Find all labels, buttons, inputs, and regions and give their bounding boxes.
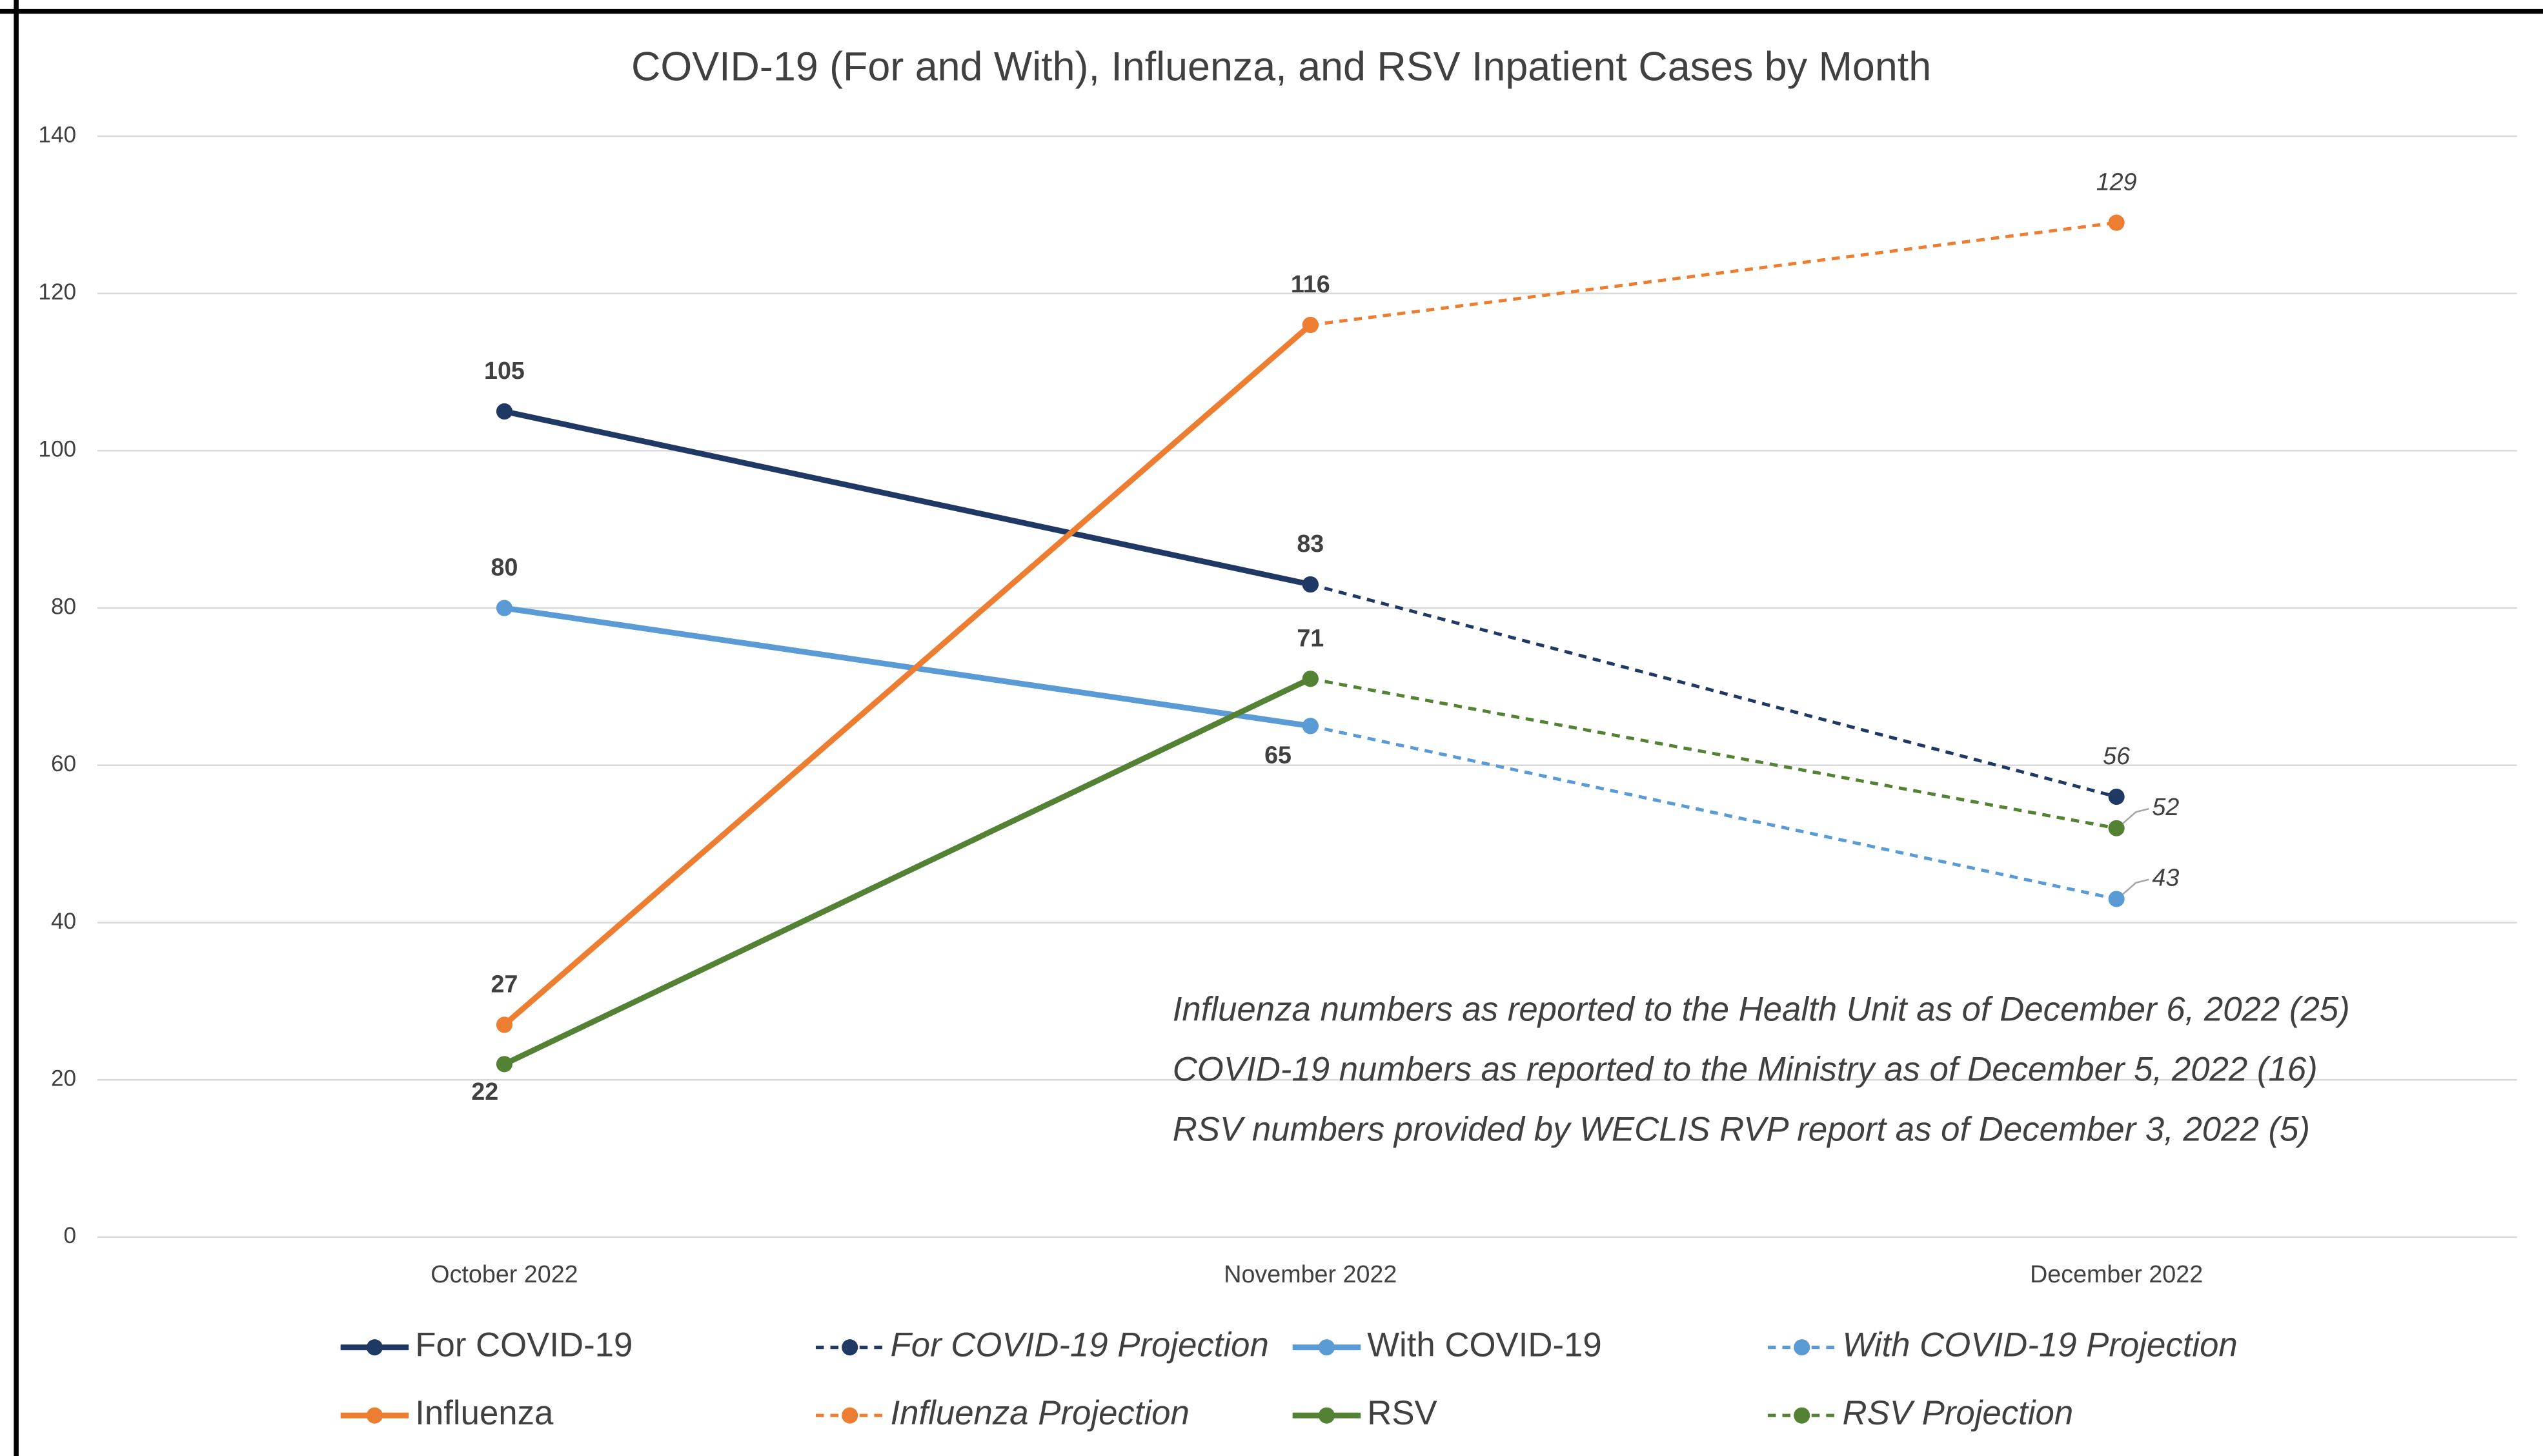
data-label: 83	[1297, 530, 1324, 557]
data-label: 80	[491, 554, 518, 581]
series-line	[1310, 583, 2117, 798]
data-label: 56	[2103, 742, 2130, 769]
data-point	[496, 600, 513, 616]
legend-label: Influenza	[415, 1394, 554, 1432]
y-tick-label: 100	[38, 437, 76, 462]
x-tick-label: December 2022	[2030, 1260, 2203, 1288]
y-tick-label: 60	[51, 751, 76, 776]
annotation: COVID-19 numbers as reported to the Mini…	[1173, 1051, 2318, 1089]
data-point	[1302, 671, 1319, 687]
legend-label: With COVID-19	[1367, 1326, 1602, 1364]
series-line	[1310, 677, 2117, 830]
data-point	[2108, 820, 2125, 836]
data-point	[1302, 316, 1319, 334]
data-point	[1302, 576, 1319, 593]
series-line	[503, 409, 1312, 587]
y-tick-label: 80	[51, 594, 76, 619]
data-label: 27	[491, 971, 518, 998]
legend-marker	[1318, 1407, 1335, 1424]
legend-marker	[842, 1407, 858, 1424]
y-tick-label: 140	[38, 122, 76, 147]
y-tick-label: 120	[38, 279, 76, 305]
leader-line	[2122, 807, 2149, 824]
legend-label: For COVID-19 Projection	[891, 1326, 1269, 1364]
x-tick-label: November 2022	[1224, 1260, 1397, 1288]
legend-marker	[1794, 1339, 1810, 1356]
data-label: 65	[1264, 742, 1292, 769]
series-line	[502, 323, 1313, 1027]
data-point	[496, 403, 513, 420]
data-point	[2108, 788, 2125, 805]
data-point	[2108, 891, 2125, 907]
annotation: Influenza numbers as reported to the Hea…	[1173, 991, 2350, 1029]
data-point	[1302, 718, 1319, 734]
y-tick-label: 20	[51, 1066, 76, 1091]
y-tick-label: 0	[64, 1223, 77, 1248]
leader-line	[2122, 878, 2149, 895]
legend-label: With COVID-19 Projection	[1842, 1326, 2237, 1364]
legend-marker	[1794, 1407, 1810, 1424]
x-tick-label: October 2022	[431, 1260, 578, 1288]
legend-marker	[1318, 1339, 1335, 1356]
data-label: 52	[2152, 793, 2179, 820]
series-line	[503, 676, 1312, 1067]
annotation: RSV numbers provided by WECLIS RVP repor…	[1173, 1110, 2310, 1148]
legend-label: Influenza Projection	[891, 1394, 1190, 1432]
data-label: 129	[2096, 168, 2137, 196]
series-line	[503, 605, 1311, 729]
y-tick-label: 40	[51, 909, 76, 934]
legend-label: RSV	[1367, 1394, 1437, 1432]
legend-label: For COVID-19	[415, 1326, 633, 1364]
data-label: 116	[1291, 270, 1330, 298]
series-line	[1310, 724, 2117, 901]
data-label: 22	[471, 1078, 498, 1105]
data-point	[496, 1056, 513, 1073]
legend-label: RSV Projection	[1842, 1394, 2073, 1432]
data-point	[2108, 214, 2125, 231]
data-label: 71	[1297, 624, 1324, 651]
chart-title: COVID-19 (For and With), Influenza, and …	[631, 45, 1931, 90]
data-label: 105	[484, 357, 525, 384]
legend-marker	[366, 1339, 383, 1356]
data-label: 43	[2152, 864, 2179, 891]
legend-marker	[842, 1339, 858, 1356]
data-point	[496, 1016, 513, 1033]
series-line	[1310, 221, 2117, 327]
legend-marker	[366, 1407, 383, 1424]
